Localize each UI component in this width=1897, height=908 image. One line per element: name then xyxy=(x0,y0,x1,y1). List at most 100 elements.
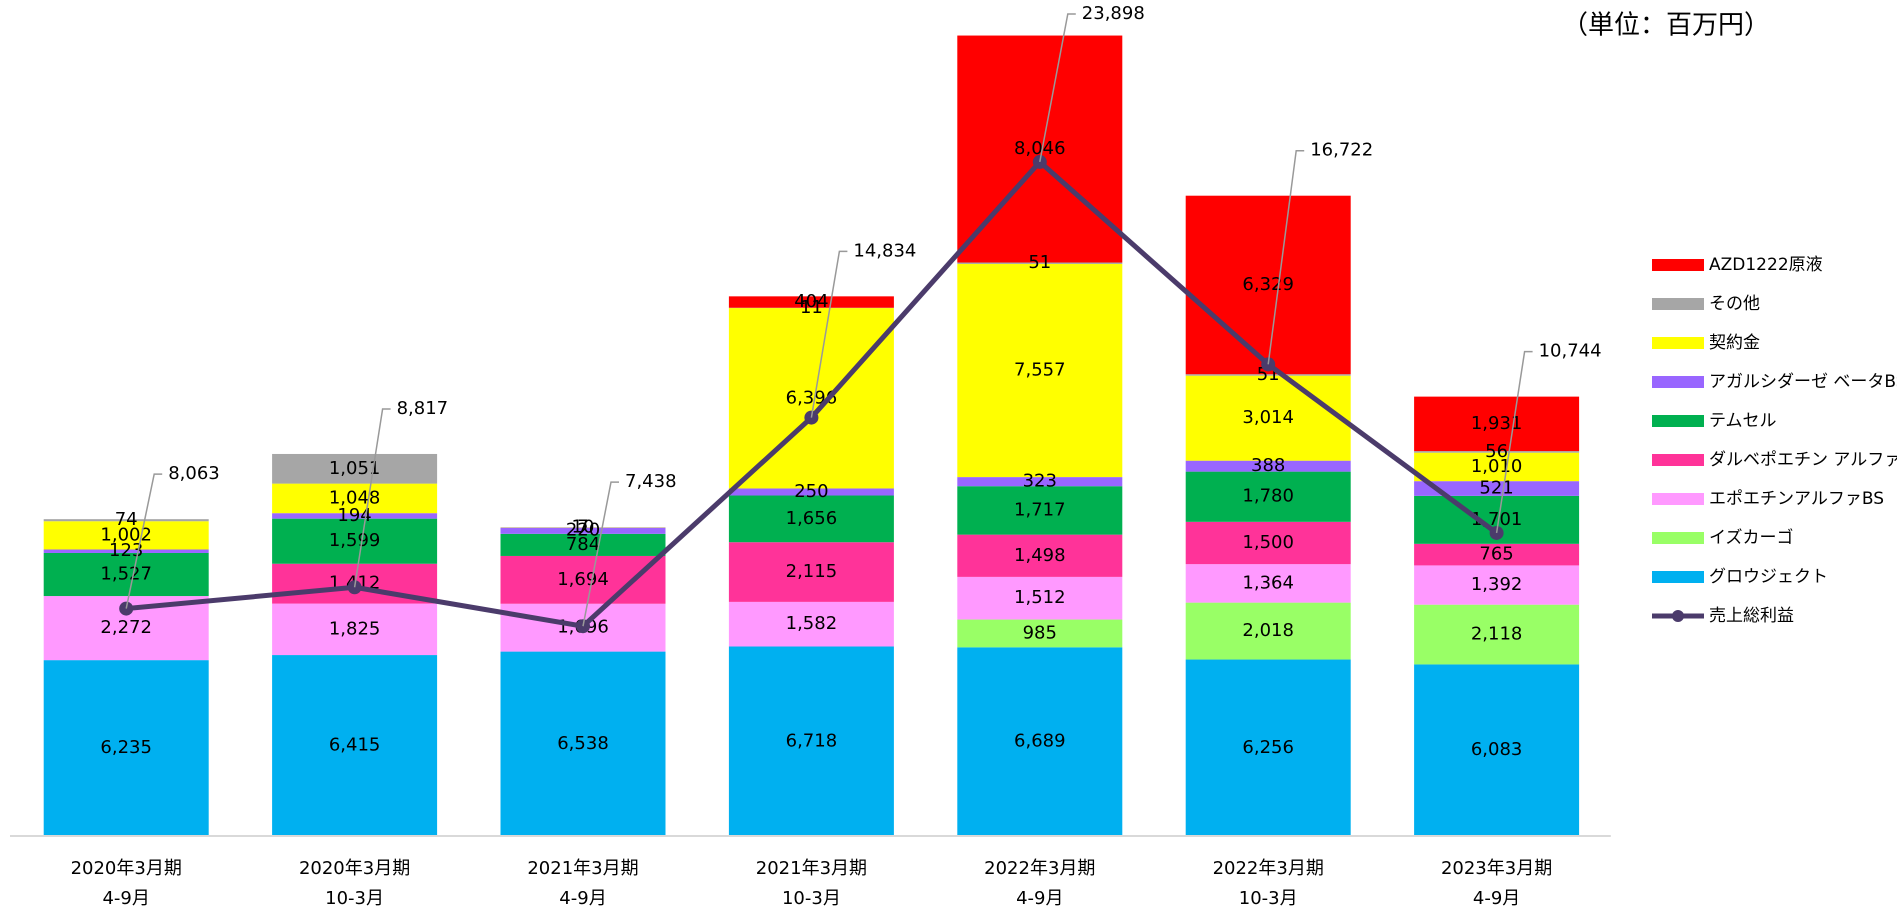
data-label: 8,046 xyxy=(1014,138,1066,159)
legend-swatch xyxy=(1652,259,1704,271)
bar-segment xyxy=(272,453,438,484)
x-tick-label: 2021年3月期 xyxy=(756,858,867,879)
bar-segment xyxy=(728,601,894,647)
data-label: 521 xyxy=(1479,478,1513,499)
data-label: 1,931 xyxy=(1471,413,1523,434)
leader-line xyxy=(125,473,163,609)
bar-segment xyxy=(1414,543,1580,566)
legend-label: AZD1222原液 xyxy=(1709,255,1823,275)
bar-segment xyxy=(500,527,666,534)
data-label: 1,599 xyxy=(329,530,381,551)
leader-line xyxy=(353,408,391,588)
data-label: 1,825 xyxy=(329,618,381,639)
bar-segment xyxy=(957,263,1123,478)
data-label: 194 xyxy=(337,505,371,526)
bar-segment xyxy=(957,477,1123,487)
x-tick-label: 10-3月 xyxy=(1239,888,1298,908)
leader-line xyxy=(1267,149,1305,365)
line-label: 23,898 xyxy=(1082,3,1145,24)
data-label: 6,329 xyxy=(1242,274,1294,295)
bar-segment xyxy=(957,619,1123,648)
bar-segment xyxy=(728,488,894,496)
bar-segment xyxy=(1414,396,1580,452)
bar-segment xyxy=(728,308,894,489)
bar-segment xyxy=(272,655,438,836)
x-tick-label: 2022年3月期 xyxy=(1213,858,1324,879)
legend-marker xyxy=(1672,610,1684,622)
line-label: 8,063 xyxy=(168,463,220,484)
data-label: 388 xyxy=(1251,455,1285,476)
legend-label: 売上総利益 xyxy=(1709,606,1794,626)
data-label: 51 xyxy=(1028,252,1051,273)
x-tick-label: 4-9月 xyxy=(102,888,149,908)
legend-swatch xyxy=(1652,454,1704,466)
data-label: 2,118 xyxy=(1471,624,1523,645)
bar-segment xyxy=(1185,564,1351,603)
bar-segment xyxy=(1185,460,1351,472)
bar-segment xyxy=(1414,481,1580,496)
bar-segment xyxy=(957,534,1123,577)
bar-segment xyxy=(1414,452,1580,482)
line-label: 7,438 xyxy=(625,471,677,492)
legend-swatch xyxy=(1652,415,1704,427)
bar-segment xyxy=(500,651,666,836)
data-label: 1,364 xyxy=(1242,572,1294,593)
data-label: 2,272 xyxy=(100,617,152,638)
bar-segment xyxy=(43,519,209,522)
bar-segment xyxy=(272,518,438,564)
legend-swatch xyxy=(1652,376,1704,388)
bar-segment xyxy=(1185,375,1351,461)
data-label: 56 xyxy=(1485,441,1508,462)
bar-segment xyxy=(1185,195,1351,375)
bar-segment xyxy=(43,521,209,550)
x-tick-label: 2022年3月期 xyxy=(984,858,1095,879)
legend-label: その他 xyxy=(1709,294,1760,314)
legend-label: アガルシダーゼ ベータBS xyxy=(1709,372,1897,392)
data-label: 1,498 xyxy=(1014,545,1066,566)
legend-label: 契約金 xyxy=(1709,333,1760,353)
bar-segment xyxy=(957,486,1123,535)
leader-line xyxy=(1039,13,1076,163)
data-label: 1,500 xyxy=(1242,532,1294,553)
data-label: 6,689 xyxy=(1014,731,1066,752)
data-label: 765 xyxy=(1479,544,1513,565)
data-label: 1,002 xyxy=(100,524,152,545)
data-label: 250 xyxy=(794,481,828,502)
bar-segment xyxy=(1414,565,1580,605)
bar-segment xyxy=(1185,471,1351,522)
legend-label: イズカーゴ xyxy=(1709,527,1794,548)
data-label: 1,656 xyxy=(786,508,838,529)
bar-segment xyxy=(1185,374,1351,376)
data-label: 7 xyxy=(577,516,588,537)
data-label: 404 xyxy=(794,291,828,312)
legend-swatch xyxy=(1652,571,1704,583)
data-label: 74 xyxy=(115,509,138,530)
data-label: 7,557 xyxy=(1014,360,1066,381)
data-label: 1,582 xyxy=(786,613,838,634)
bar-segment xyxy=(1414,451,1580,453)
leader-line xyxy=(810,250,848,418)
data-label: 1,048 xyxy=(329,487,381,508)
x-tick-label: 10-3月 xyxy=(782,888,841,908)
data-label: 6,718 xyxy=(786,730,838,751)
data-label: 220 xyxy=(566,520,600,541)
data-label: 3,014 xyxy=(1242,407,1294,428)
line-label: 8,817 xyxy=(397,398,449,419)
line-label: 16,722 xyxy=(1310,140,1373,161)
legend-swatch xyxy=(1652,532,1704,544)
data-label: 1,780 xyxy=(1242,486,1294,507)
line-label: 10,744 xyxy=(1539,341,1602,362)
legend-label: グロウジェクト xyxy=(1709,567,1828,587)
data-label: 6,083 xyxy=(1471,739,1523,760)
data-label: 1,051 xyxy=(329,458,381,479)
x-tick-label: 4-9月 xyxy=(1473,888,1520,908)
x-tick-label: 2023年3月期 xyxy=(1441,858,1552,879)
bar-segment xyxy=(728,542,894,602)
data-label: 1,527 xyxy=(100,564,152,585)
data-label: 784 xyxy=(566,534,600,555)
x-tick-label: 2021年3月期 xyxy=(527,858,638,879)
bar-segment xyxy=(728,495,894,543)
x-tick-label: 2020年3月期 xyxy=(299,858,410,879)
bar-segment xyxy=(957,576,1123,620)
data-label: 2,115 xyxy=(786,561,838,582)
